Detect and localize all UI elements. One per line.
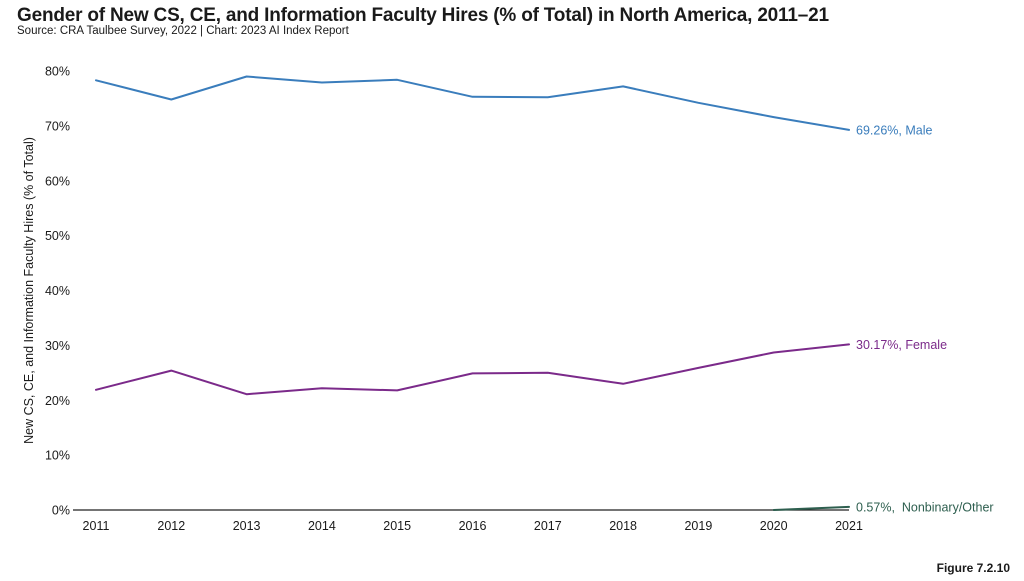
x-tick-label: 2014 [308, 519, 336, 533]
y-tick-label: 80% [45, 65, 70, 79]
y-tick-label: 20% [45, 394, 70, 408]
series-end-label-female: 30.17%, Female [856, 338, 947, 352]
series-line-female [95, 343, 850, 396]
series-end-label-male: 69.26%, Male [856, 123, 932, 137]
y-tick-label: 30% [45, 339, 70, 353]
y-tick-label: 50% [45, 229, 70, 243]
x-tick-label: 2017 [534, 519, 562, 533]
x-tick-label: 2016 [459, 519, 487, 533]
y-tick-label: 0% [52, 504, 70, 518]
x-tick-label: 2021 [835, 519, 863, 533]
x-tick-label: 2020 [760, 519, 788, 533]
x-tick-label: 2011 [83, 519, 110, 533]
chart-series [95, 75, 850, 511]
figure-label: Figure 7.2.10 [936, 561, 1010, 575]
series-line-male [95, 75, 850, 131]
x-tick-label: 2012 [157, 519, 185, 533]
x-tick-label: 2019 [684, 519, 712, 533]
chart-subtitle: Source: CRA Taulbee Survey, 2022 | Chart… [17, 25, 349, 37]
y-tick-label: 70% [45, 119, 70, 133]
y-axis-label: New CS, CE, and Information Faculty Hire… [22, 137, 36, 444]
x-tick-label: 2013 [233, 519, 261, 533]
y-tick-label: 40% [45, 284, 70, 298]
x-tick-label: 2015 [383, 519, 411, 533]
x-tick-label: 2018 [609, 519, 637, 533]
y-tick-label: 60% [45, 174, 70, 188]
chart-title: Gender of New CS, CE, and Information Fa… [17, 5, 829, 26]
chart-end-labels: 69.26%, Male 30.17%, Female 0.57%, Nonbina… [856, 123, 994, 514]
chart-axes: New CS, CE, and Information Faculty Hire… [22, 65, 863, 534]
y-tick-label: 10% [45, 449, 70, 463]
series-end-label-nonbinary-other: 0.57%, Nonbinary/Other [856, 500, 994, 514]
series-line-nonbinary-other [772, 505, 850, 511]
